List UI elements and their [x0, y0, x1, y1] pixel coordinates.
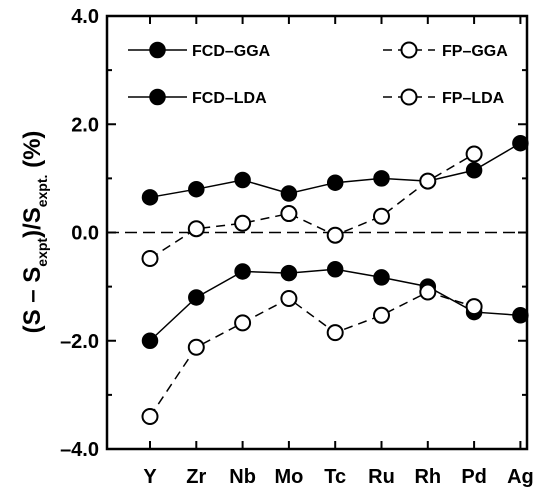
y-tick-label: 4.0 — [71, 6, 99, 28]
data-point-fp-gga — [373, 207, 390, 225]
legend-label: FCD–LDA — [192, 90, 267, 107]
series-fp-lda — [141, 283, 483, 426]
x-tick-label: Nb — [229, 466, 256, 488]
series-line-fp-lda — [149, 291, 475, 417]
data-point-fcd-gga — [465, 162, 483, 179]
data-point-fcd-gga — [141, 189, 159, 206]
x-tick-label: Tc — [324, 466, 346, 488]
x-tick-label: Rh — [414, 466, 441, 488]
y-tick-label: 0.0 — [71, 223, 99, 245]
data-point-fp-gga — [234, 214, 252, 232]
data-point-fcd-gga — [373, 170, 390, 187]
x-tick-label: Y — [143, 466, 157, 488]
data-point-fp-gga — [419, 172, 437, 190]
series-fcd-gga — [141, 134, 529, 206]
data-point-fp-gga — [141, 249, 159, 267]
data-point-fcd-gga — [280, 185, 298, 202]
x-tick-label: Ru — [368, 466, 395, 488]
data-point-fcd-gga — [512, 134, 529, 152]
legend-entry-fcd-lda: FCD–LDA — [128, 88, 267, 107]
data-point-fp-lda — [373, 306, 390, 324]
legend-marker — [149, 88, 166, 106]
data-point-fp-lda — [326, 324, 344, 342]
y-axis-label: (S – Sexpt)/Sexpt. (%) — [19, 131, 50, 334]
data-point-fcd-gga — [188, 180, 205, 198]
data-point-fp-lda — [234, 314, 252, 332]
legend-label: FCD–GGA — [192, 43, 271, 60]
x-tick-label: Mo — [274, 466, 303, 488]
data-point-fp-lda — [187, 338, 205, 356]
legend-entry-fp-lda: FP–LDA — [383, 88, 505, 107]
y-axis-label-middle: )/S — [19, 207, 46, 238]
data-point-fp-lda — [280, 290, 298, 308]
y-tick-label: –2.0 — [60, 331, 99, 353]
data-point-fp-gga — [187, 220, 205, 238]
series-fp-gga — [141, 145, 483, 267]
x-tick-label: Ag — [507, 466, 534, 488]
data-point-fcd-gga — [234, 171, 251, 189]
data-point-fcd-lda — [280, 264, 298, 282]
data-point-fcd-lda — [188, 289, 205, 306]
y-axis-label-sub1: expt — [34, 238, 50, 267]
legend-label: FP–GGA — [442, 43, 508, 60]
y-axis-label-suffix: (%) — [19, 131, 46, 175]
series-line-fp-gga — [149, 153, 475, 260]
legend-marker — [149, 41, 166, 59]
y-axis-label-prefix: (S – S — [19, 267, 46, 334]
legend-entry-fp-gga: FP–GGA — [383, 41, 508, 60]
data-point-fcd-gga — [326, 174, 344, 191]
data-point-fcd-lda — [141, 332, 159, 349]
legend-marker — [400, 88, 418, 106]
legend-marker — [400, 41, 418, 59]
data-point-fp-lda — [419, 283, 437, 301]
data-point-fcd-lda — [326, 261, 344, 278]
x-tick-label: Pd — [461, 466, 487, 488]
data-point-fcd-lda — [234, 263, 251, 280]
data-point-fp-lda — [141, 408, 159, 426]
data-point-fp-lda — [465, 298, 483, 316]
data-point-fp-gga — [465, 145, 483, 163]
y-tick-label: 2.0 — [71, 114, 99, 136]
data-point-fcd-lda — [373, 269, 390, 286]
data-point-fcd-lda — [512, 307, 529, 324]
legend-entry-fcd-gga: FCD–GGA — [128, 41, 271, 60]
y-axis-label-sub2: expt. — [34, 175, 50, 208]
x-tick-label: Zr — [186, 466, 206, 488]
y-tick-label: –4.0 — [60, 439, 99, 461]
legend-label: FP–LDA — [442, 90, 505, 107]
data-point-fp-gga — [326, 226, 344, 244]
data-point-fp-gga — [280, 205, 298, 223]
